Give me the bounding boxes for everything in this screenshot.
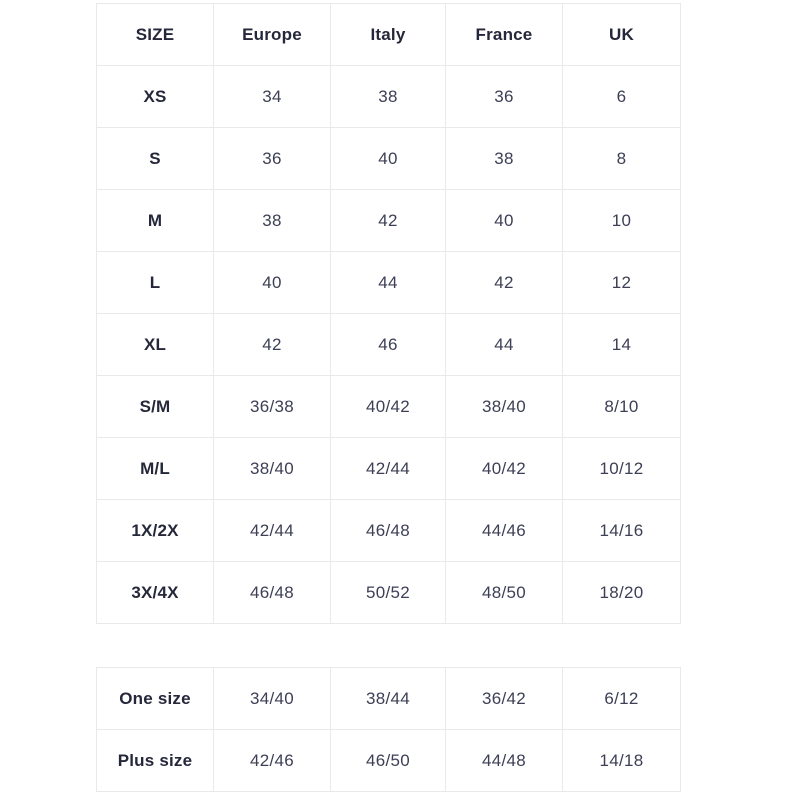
table-row: XL 42 46 44 14	[96, 313, 681, 376]
cell-france: 38/40	[445, 375, 563, 438]
cell-uk: 6	[562, 65, 681, 128]
row-label-1x-2x: 1X/2X	[96, 499, 214, 562]
column-header-france: France	[445, 3, 563, 66]
cell-italy: 46	[330, 313, 446, 376]
table-row: M/L 38/40 42/44 40/42 10/12	[96, 437, 681, 500]
cell-italy: 42	[330, 189, 446, 252]
cell-uk: 14/16	[562, 499, 681, 562]
cell-uk: 6/12	[562, 667, 681, 730]
cell-europe: 36/38	[213, 375, 331, 438]
cell-europe: 42	[213, 313, 331, 376]
standard-size-table: SIZE Europe Italy France UK XS 34 38 36 …	[96, 3, 681, 624]
cell-france: 44/48	[445, 729, 563, 792]
row-label-one-size: One size	[96, 667, 214, 730]
table-row: Plus size 42/46 46/50 44/48 14/18	[96, 729, 681, 792]
cell-europe: 42/44	[213, 499, 331, 562]
cell-italy: 42/44	[330, 437, 446, 500]
row-label-s: S	[96, 127, 214, 190]
table-header: SIZE Europe Italy France UK	[96, 3, 681, 66]
column-header-size: SIZE	[96, 3, 214, 66]
table-row: One size 34/40 38/44 36/42 6/12	[96, 667, 681, 730]
cell-europe: 42/46	[213, 729, 331, 792]
column-header-uk: UK	[562, 3, 681, 66]
table-header-row: SIZE Europe Italy France UK	[96, 3, 681, 66]
cell-france: 44	[445, 313, 563, 376]
column-header-italy: Italy	[330, 3, 446, 66]
cell-uk: 14/18	[562, 729, 681, 792]
cell-europe: 46/48	[213, 561, 331, 624]
cell-uk: 12	[562, 251, 681, 314]
cell-france: 42	[445, 251, 563, 314]
cell-france: 48/50	[445, 561, 563, 624]
row-label-xs: XS	[96, 65, 214, 128]
row-label-l: L	[96, 251, 214, 314]
universal-size-table: One size 34/40 38/44 36/42 6/12 Plus siz…	[96, 667, 681, 792]
table-row: S/M 36/38 40/42 38/40 8/10	[96, 375, 681, 438]
table-row: 1X/2X 42/44 46/48 44/46 14/16	[96, 499, 681, 562]
cell-italy: 40/42	[330, 375, 446, 438]
table-row: S 36 40 38 8	[96, 127, 681, 190]
cell-europe: 40	[213, 251, 331, 314]
table-row: M 38 42 40 10	[96, 189, 681, 252]
cell-europe: 38	[213, 189, 331, 252]
cell-uk: 18/20	[562, 561, 681, 624]
cell-italy: 38	[330, 65, 446, 128]
cell-uk: 10	[562, 189, 681, 252]
cell-france: 36/42	[445, 667, 563, 730]
cell-france: 36	[445, 65, 563, 128]
table-row: L 40 44 42 12	[96, 251, 681, 314]
cell-uk: 8	[562, 127, 681, 190]
row-label-3x-4x: 3X/4X	[96, 561, 214, 624]
cell-europe: 36	[213, 127, 331, 190]
cell-france: 38	[445, 127, 563, 190]
cell-italy: 40	[330, 127, 446, 190]
cell-uk: 14	[562, 313, 681, 376]
cell-italy: 50/52	[330, 561, 446, 624]
row-label-m-l: M/L	[96, 437, 214, 500]
row-label-xl: XL	[96, 313, 214, 376]
row-label-plus-size: Plus size	[96, 729, 214, 792]
table-row: 3X/4X 46/48 50/52 48/50 18/20	[96, 561, 681, 624]
table-row: XS 34 38 36 6	[96, 65, 681, 128]
column-header-europe: Europe	[213, 3, 331, 66]
cell-uk: 8/10	[562, 375, 681, 438]
cell-italy: 44	[330, 251, 446, 314]
cell-italy: 38/44	[330, 667, 446, 730]
row-label-m: M	[96, 189, 214, 252]
cell-europe: 34	[213, 65, 331, 128]
cell-uk: 10/12	[562, 437, 681, 500]
cell-europe: 38/40	[213, 437, 331, 500]
table-body: XS 34 38 36 6 S 36 40 38 8 M 38 42 40 10	[96, 65, 681, 624]
cell-france: 40	[445, 189, 563, 252]
cell-france: 44/46	[445, 499, 563, 562]
row-label-s-m: S/M	[96, 375, 214, 438]
table-body: One size 34/40 38/44 36/42 6/12 Plus siz…	[96, 667, 681, 792]
cell-europe: 34/40	[213, 667, 331, 730]
cell-italy: 46/50	[330, 729, 446, 792]
cell-italy: 46/48	[330, 499, 446, 562]
cell-france: 40/42	[445, 437, 563, 500]
